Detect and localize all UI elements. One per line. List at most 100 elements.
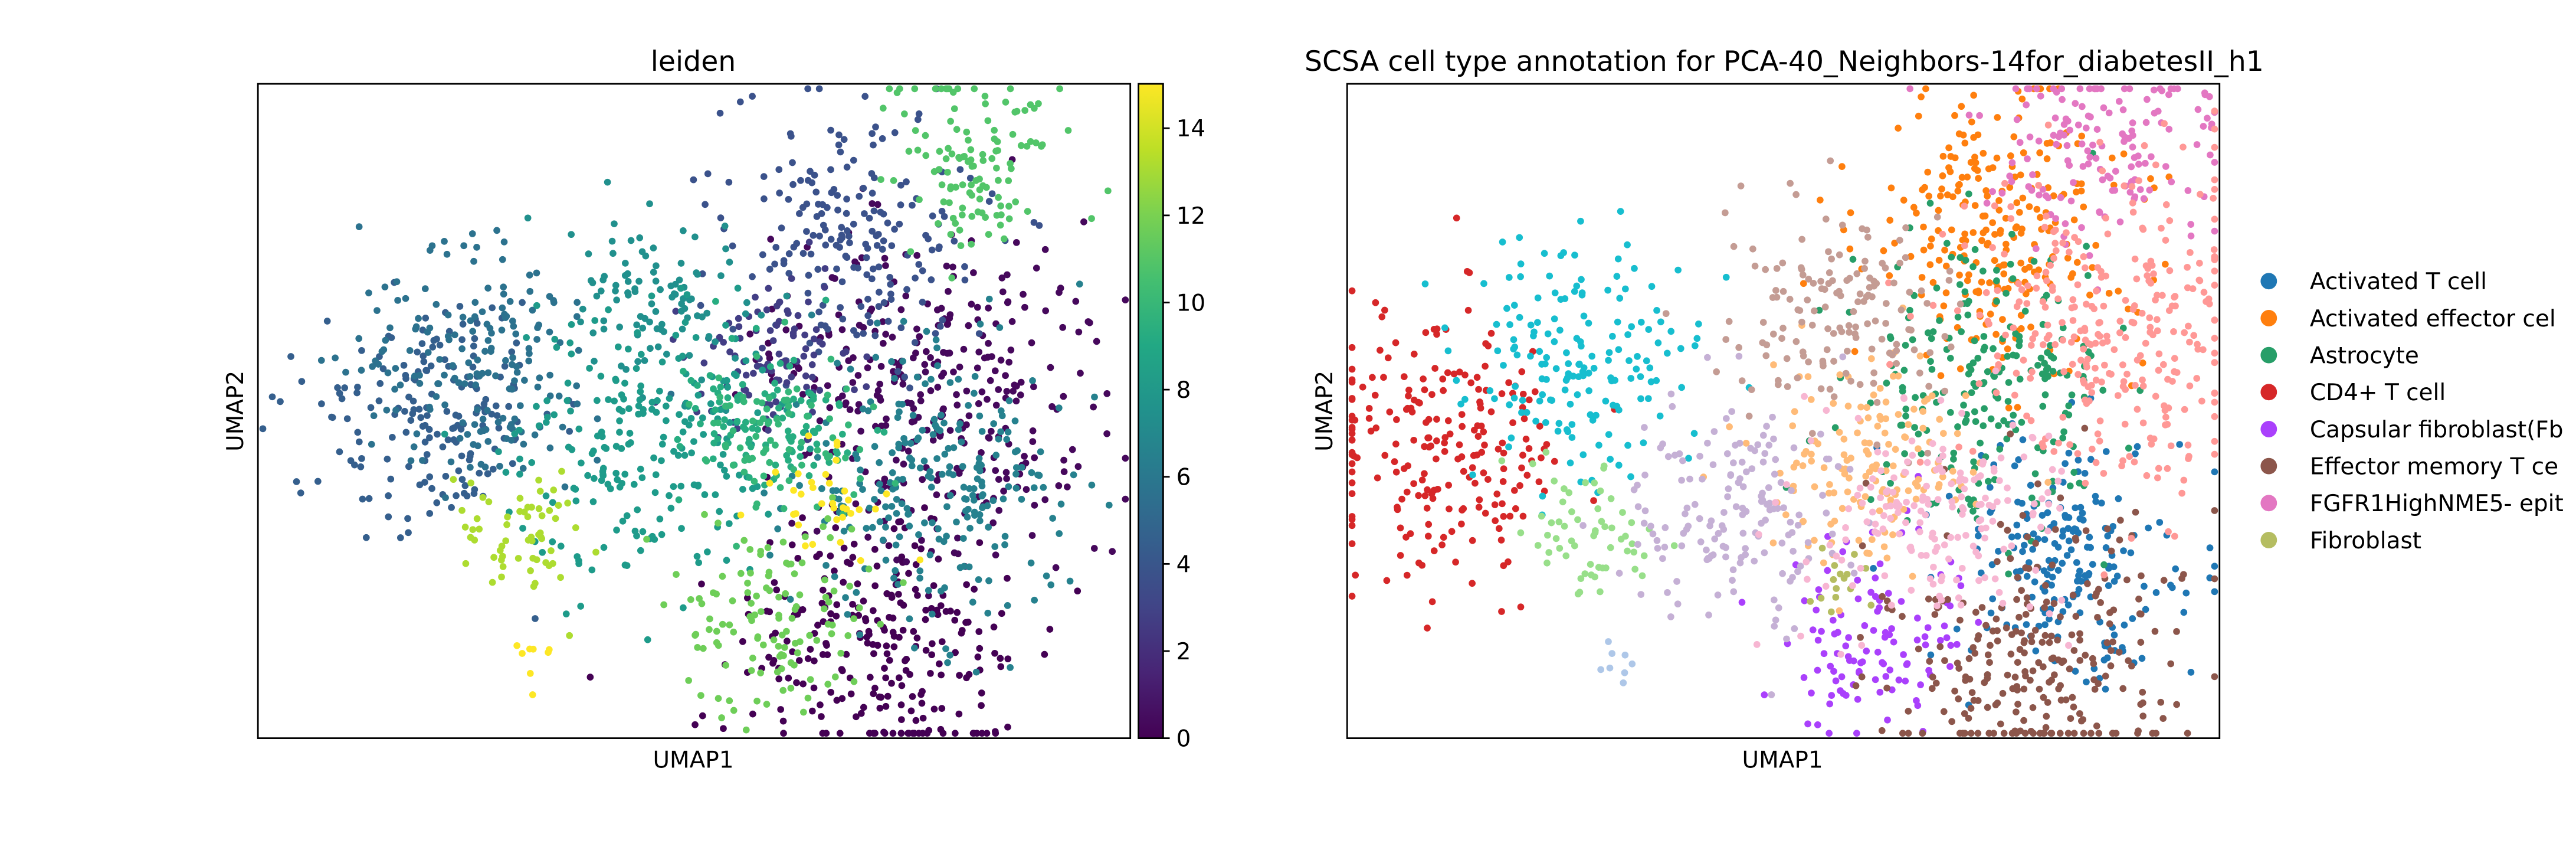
scatter-point <box>1788 487 1795 494</box>
scatter-point <box>856 631 864 639</box>
scatter-point <box>1640 519 1648 527</box>
scatter-point <box>2004 497 2011 504</box>
scatter-point <box>702 201 709 208</box>
scatter-point <box>700 645 707 652</box>
scatter-point <box>1919 424 1927 432</box>
scatter-point <box>2055 133 2063 140</box>
scatter-point <box>1653 537 1661 544</box>
scatter-point <box>808 707 816 715</box>
scatter-point <box>471 537 479 544</box>
scatter-point <box>2070 703 2077 711</box>
scatter-point <box>2054 478 2062 485</box>
scatter-point <box>1581 570 1589 577</box>
scatter-point <box>1992 701 2000 708</box>
scatter-point <box>423 451 431 458</box>
scatter-point <box>2211 335 2218 342</box>
scatter-point <box>1886 217 1894 224</box>
scatter-point <box>903 286 910 293</box>
scatter-point <box>2082 264 2089 272</box>
scatter-point <box>896 408 903 416</box>
scatter-point <box>1850 308 1857 315</box>
scatter-point <box>1984 704 1991 711</box>
scatter-point <box>822 241 830 249</box>
scatter-point <box>2036 730 2044 737</box>
scatter-point <box>2099 176 2106 184</box>
scatter-point <box>785 410 792 417</box>
scatter-point <box>1854 577 1861 584</box>
scatter-point <box>1745 413 1753 420</box>
scatter-point <box>939 730 947 737</box>
scatter-point <box>1829 616 1837 624</box>
scatter-point <box>2014 532 2021 540</box>
scatter-point <box>2211 588 2218 596</box>
scatter-point <box>938 208 946 215</box>
scatter-point <box>918 537 925 544</box>
scatter-point <box>824 681 832 688</box>
scatter-point <box>2017 259 2025 267</box>
scatter-point <box>1823 509 1830 516</box>
scatter-point <box>2049 368 2057 375</box>
scatter-point <box>1122 455 1129 462</box>
scatter-point <box>1030 484 1038 492</box>
scatter-point <box>872 354 880 361</box>
scatter-point <box>1804 373 1812 380</box>
scatter-point <box>795 521 802 529</box>
scatter-point <box>467 450 474 457</box>
scatter-point <box>476 469 483 477</box>
scatter-point <box>1984 478 1992 485</box>
scatter-point <box>888 502 896 510</box>
scatter-point <box>894 368 902 375</box>
scatter-point <box>866 319 874 326</box>
scatter-point <box>843 164 851 171</box>
scatter-point <box>1591 479 1598 486</box>
scatter-point <box>1348 593 1356 600</box>
scatter-point <box>1481 442 1488 449</box>
scatter-point <box>2148 440 2155 448</box>
scatter-point <box>1056 289 1063 296</box>
scatter-point <box>1429 495 1437 502</box>
scatter-point <box>1392 339 1400 346</box>
scatter-point <box>1941 541 1948 548</box>
scatter-point <box>637 382 645 390</box>
scatter-point <box>1724 493 1731 501</box>
scatter-point <box>765 427 772 434</box>
scatter-point <box>1730 459 1737 466</box>
scatter-point <box>1971 246 1979 253</box>
scatter-point <box>908 462 916 470</box>
scatter-point <box>2176 441 2183 448</box>
scatter-point <box>844 227 851 234</box>
scatter-point <box>484 470 491 478</box>
scatter-point <box>813 527 821 535</box>
scatter-point <box>479 370 486 377</box>
scatter-point <box>384 455 391 463</box>
colorbar-tick-label: 8 <box>1176 377 1191 404</box>
scatter-point <box>750 370 757 377</box>
scatter-point <box>1969 229 1977 236</box>
scatter-point <box>821 265 829 272</box>
scatter-point <box>1027 138 1034 145</box>
scatter-point <box>1827 157 1834 165</box>
scatter-point <box>1425 443 1433 451</box>
scatter-point <box>2089 264 2096 272</box>
scatter-point <box>674 436 681 443</box>
scatter-point <box>2132 508 2139 516</box>
scatter-point <box>2012 85 2020 93</box>
scatter-point <box>1892 446 1899 453</box>
scatter-point <box>869 130 876 138</box>
scatter-point <box>1594 505 1602 512</box>
scatter-point <box>1709 551 1717 558</box>
scatter-point <box>1499 500 1506 508</box>
scatter-point <box>1939 152 1947 160</box>
scatter-point <box>482 395 490 403</box>
scatter-point <box>1814 440 1822 447</box>
scatter-point <box>1348 395 1356 402</box>
scatter-point <box>1641 507 1649 515</box>
scatter-point <box>1842 642 1850 650</box>
scatter-point <box>519 650 526 657</box>
scatter-point <box>1976 311 1984 319</box>
scatter-point <box>2039 403 2047 410</box>
scatter-point <box>1532 417 1539 425</box>
scatter-point <box>589 329 597 336</box>
scatter-point <box>792 401 800 408</box>
scatter-point <box>766 266 774 273</box>
